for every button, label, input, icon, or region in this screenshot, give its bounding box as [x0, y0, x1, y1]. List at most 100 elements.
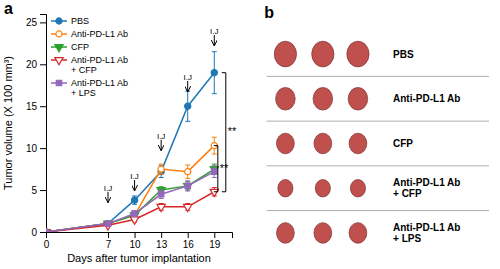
panel-b: bPBSAnti-PD-L1 AbCFPAnti-PD-L1 Ab+ CFPAn…	[264, 4, 489, 244]
point	[158, 192, 163, 197]
tick: 5	[31, 185, 46, 196]
point	[210, 189, 218, 196]
point	[184, 204, 192, 211]
tumor	[277, 223, 295, 244]
divider	[267, 76, 489, 77]
text-line: Anti-PD-L1 Ab	[393, 222, 460, 233]
error-bar	[159, 190, 164, 198]
legend-symbol	[55, 58, 63, 65]
point	[46, 229, 49, 232]
text-line: Anti-PD-L1 Ab	[71, 29, 128, 39]
tick-label: 13	[156, 239, 168, 250]
tumor	[314, 223, 332, 244]
annotation-arrow	[187, 81, 188, 92]
point	[158, 166, 164, 172]
bracket-label: **	[228, 125, 237, 137]
legend-symbol	[56, 18, 62, 24]
text-line: CFP	[393, 138, 413, 149]
point	[105, 221, 111, 227]
error-bar	[185, 181, 190, 191]
tick-mark	[188, 232, 189, 238]
row-label: Anti-PD-L1 Ab+ CFP	[393, 177, 460, 199]
tick-mark	[108, 232, 109, 238]
error-bar	[159, 166, 164, 178]
legend-label: PBS	[71, 16, 89, 26]
line	[46, 169, 214, 232]
figure: 07101316190510152025Days after tumor imp…	[0, 0, 500, 269]
tick: 20	[26, 59, 46, 70]
tick: 7	[106, 232, 112, 250]
panel-label: a	[4, 0, 13, 17]
point	[46, 229, 49, 232]
text-line: CFP	[71, 42, 89, 52]
point	[185, 183, 190, 188]
brackets: ****	[214, 73, 237, 192]
point	[212, 169, 217, 174]
panel-a: 07101316190510152025Days after tumor imp…	[2, 0, 237, 264]
legend-entry: CFP	[51, 42, 89, 52]
tumor	[315, 179, 330, 196]
legend-symbol	[55, 45, 63, 52]
tick: 10	[130, 232, 142, 250]
divider	[267, 210, 489, 211]
tick: 15	[26, 101, 46, 112]
bracket	[214, 146, 218, 192]
annotation: I.J	[157, 132, 165, 141]
tick-mark	[40, 22, 46, 23]
annotation: I.J	[104, 184, 112, 193]
tumor-row: CFP	[277, 133, 414, 154]
row-label: PBS	[393, 49, 414, 60]
series	[46, 164, 218, 232]
bracket	[222, 73, 226, 192]
error-bar	[212, 52, 217, 94]
series	[46, 166, 217, 232]
point	[105, 221, 110, 226]
text-line: Anti-PD-L1 Ab	[71, 55, 128, 65]
error-bar	[185, 165, 190, 178]
tumor	[349, 223, 367, 244]
legend-entry: PBS	[51, 16, 89, 26]
series	[46, 137, 217, 232]
tumor	[277, 133, 295, 154]
point	[131, 197, 137, 203]
tumor	[313, 87, 333, 110]
tick: 10	[26, 143, 46, 154]
tick: 19	[209, 232, 221, 250]
tick-label: 15	[26, 101, 38, 112]
legend-label: Anti-PD-L1 Ab+ CFP	[71, 55, 128, 75]
legend-symbol	[56, 31, 62, 37]
tick-mark	[214, 232, 215, 238]
annotation-arrow	[161, 140, 162, 151]
text-line: PBS	[71, 16, 89, 26]
tumor	[274, 41, 296, 67]
error-bar	[132, 196, 137, 204]
tumor	[312, 41, 334, 67]
tick-label: 10	[26, 143, 38, 154]
tick-mark	[40, 190, 46, 191]
error-bar	[212, 166, 217, 178]
divider	[267, 165, 489, 166]
point	[211, 70, 217, 76]
axis-line	[47, 233, 233, 239]
annotation-arrow	[134, 180, 135, 191]
legend-label: Anti-PD-L1 Ab	[71, 29, 128, 39]
tick-mark	[40, 148, 46, 149]
point	[185, 169, 191, 175]
line	[46, 146, 214, 232]
text-line: + CFP	[393, 188, 422, 199]
y-axis: 0510152025	[26, 15, 47, 238]
annotation: I.J	[210, 27, 218, 36]
row-label: CFP	[393, 138, 413, 149]
legend-entry: Anti-PD-L1 Ab+ LPS	[51, 78, 128, 98]
annotations: I.JI.JI.JI.JI.J	[104, 27, 219, 203]
text-line: + LPS	[71, 88, 96, 98]
legend-label: CFP	[71, 42, 89, 52]
legend-label: Anti-PD-L1 Ab+ LPS	[71, 78, 128, 98]
annotation-arrow	[214, 35, 215, 46]
text-line: + LPS	[393, 233, 421, 244]
error-bar	[185, 91, 190, 121]
tumor	[349, 133, 367, 154]
text-line: Anti-PD-L1 Ab	[393, 177, 460, 188]
text-line: Anti-PD-L1 Ab	[393, 93, 460, 104]
x-axis: 0710131619	[44, 232, 233, 250]
